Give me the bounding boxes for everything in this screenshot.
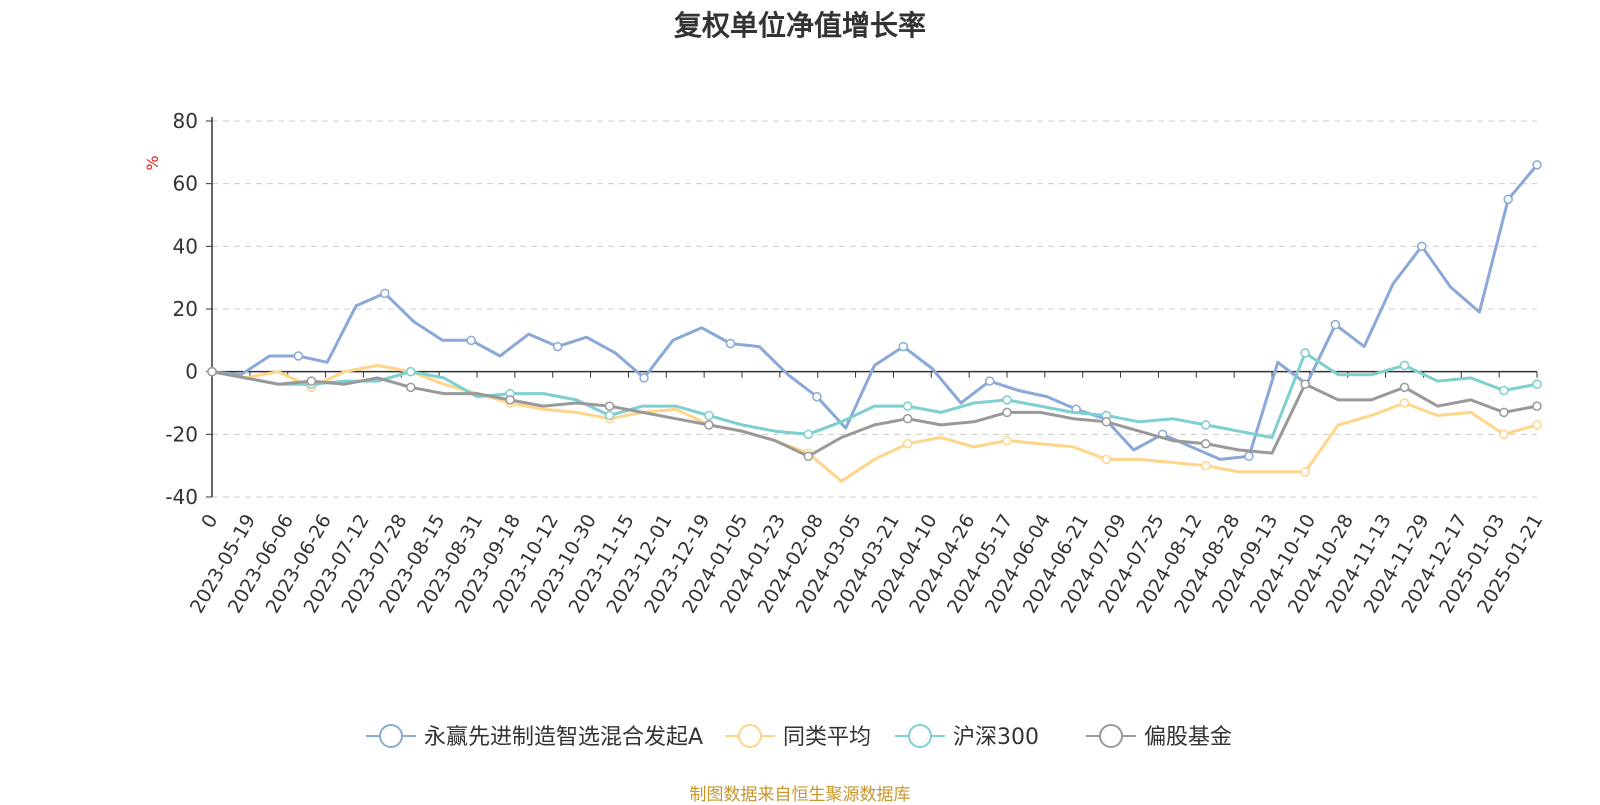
data-point[interactable]	[466, 335, 476, 346]
axes: 806040200-20-40%02023-05-192023-06-06202…	[143, 109, 1547, 617]
data-point[interactable]	[984, 376, 995, 386]
data-point[interactable]	[1300, 348, 1310, 358]
y-tick-label: 40	[173, 234, 198, 258]
data-point[interactable]	[207, 366, 217, 377]
data-point[interactable]	[406, 382, 416, 393]
data-point[interactable]	[902, 413, 913, 424]
data-point[interactable]	[1244, 451, 1254, 462]
grid-lines	[212, 120, 1537, 498]
y-axis-unit: %	[143, 155, 162, 170]
data-point[interactable]	[1002, 435, 1012, 446]
y-tick-label: 80	[173, 109, 198, 133]
series-line-4	[211, 370, 1538, 458]
data-point[interactable]	[1101, 417, 1112, 427]
data-point[interactable]	[1399, 382, 1410, 393]
data-point[interactable]	[812, 391, 822, 402]
data-point[interactable]	[380, 288, 390, 299]
data-point[interactable]	[1399, 360, 1410, 371]
data-point[interactable]	[1532, 379, 1542, 389]
legend-label: 沪深300	[953, 725, 1039, 750]
legend-label: 偏股基金	[1144, 725, 1232, 750]
legend-item-4[interactable]: 偏股基金	[1086, 724, 1232, 750]
data-point[interactable]	[1300, 467, 1310, 477]
data-point[interactable]	[1330, 319, 1341, 330]
data-point[interactable]	[1002, 395, 1012, 405]
data-point[interactable]	[803, 451, 813, 462]
legend-label: 永赢先进制造智选混合发起A	[424, 725, 703, 750]
data-point[interactable]	[1300, 379, 1310, 389]
legend-item-2[interactable]: 同类平均	[725, 724, 871, 750]
line-chart: 806040200-20-40%02023-05-192023-06-06202…	[143, 109, 1547, 750]
data-point[interactable]	[1532, 160, 1542, 170]
legend-marker	[908, 724, 932, 748]
series-line-1	[211, 163, 1539, 461]
y-tick-label: 20	[173, 297, 198, 321]
series-line-2	[211, 363, 1538, 483]
data-point[interactable]	[898, 341, 909, 352]
legend-marker	[738, 724, 762, 748]
data-point[interactable]	[1417, 241, 1427, 252]
data-point[interactable]	[306, 376, 317, 386]
data-point[interactable]	[505, 395, 515, 405]
data-point[interactable]	[1499, 407, 1509, 418]
data-point[interactable]	[406, 366, 416, 377]
data-point[interactable]	[552, 341, 563, 352]
data-point[interactable]	[725, 338, 736, 349]
legend-item-3[interactable]: 沪深300	[895, 724, 1039, 750]
data-point[interactable]	[604, 410, 615, 421]
x-tick-label: 0	[197, 511, 222, 532]
data-point[interactable]	[1201, 420, 1211, 430]
legend-marker	[379, 724, 403, 748]
series-line-3	[211, 351, 1538, 439]
data-point[interactable]	[704, 420, 714, 430]
data-point[interactable]	[1503, 194, 1513, 205]
source-note: 制图数据来自恒生聚源数据库	[689, 785, 911, 805]
y-tick-label: -40	[165, 485, 198, 509]
data-point[interactable]	[1201, 438, 1211, 449]
y-tick-label: -20	[165, 422, 198, 446]
y-tick-label: 60	[173, 172, 198, 196]
data-point[interactable]	[1101, 454, 1112, 465]
data-point[interactable]	[1532, 401, 1542, 411]
legend-marker	[1099, 724, 1123, 748]
data-point[interactable]	[902, 438, 913, 449]
data-point[interactable]	[1499, 429, 1509, 440]
legend[interactable]: 永赢先进制造智选混合发起A 同类平均 沪深300 偏股基金	[366, 724, 1232, 750]
data-point[interactable]	[1002, 407, 1012, 418]
data-point[interactable]	[604, 401, 615, 411]
legend-label: 同类平均	[783, 725, 871, 750]
y-tick-label: 0	[185, 360, 198, 384]
data-point[interactable]	[1399, 398, 1410, 408]
data-point[interactable]	[704, 410, 714, 421]
data-point[interactable]	[803, 429, 813, 440]
data-point[interactable]	[639, 373, 649, 383]
data-point[interactable]	[1499, 385, 1509, 396]
chart-title: 复权单位净值增长率	[673, 9, 926, 42]
data-point[interactable]	[902, 401, 913, 411]
legend-item-1[interactable]: 永赢先进制造智选混合发起A	[366, 724, 703, 750]
data-point[interactable]	[293, 351, 304, 361]
data-point[interactable]	[1532, 420, 1542, 430]
data-point[interactable]	[1201, 460, 1211, 471]
series-lines	[207, 160, 1542, 483]
